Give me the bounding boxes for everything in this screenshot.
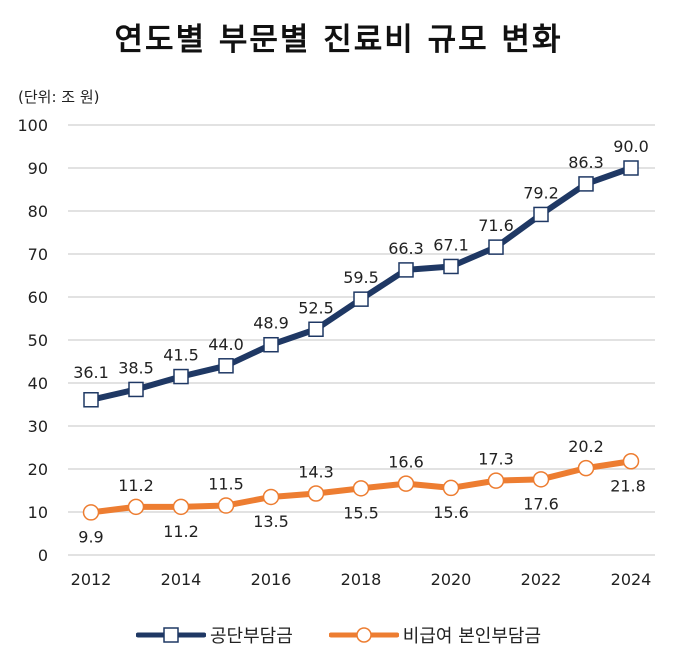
data-point-square	[128, 381, 144, 398]
x-tick-label: 2024	[611, 570, 652, 589]
data-point-circle	[217, 497, 235, 514]
legend: 공단부담금 비급여 본인부담금	[0, 622, 677, 648]
y-tick-label: 10	[28, 503, 48, 522]
data-label: 36.1	[73, 363, 109, 382]
y-tick-label: 90	[28, 159, 48, 178]
x-tick-label: 2012	[71, 570, 112, 589]
data-point-circle	[262, 488, 280, 506]
data-point-circle	[352, 480, 370, 497]
data-point-circle	[82, 504, 100, 521]
data-label: 11.2	[118, 476, 154, 495]
data-label: 11.2	[163, 522, 199, 541]
data-point-square	[578, 176, 594, 192]
data-label: 9.9	[78, 527, 103, 546]
data-point-square	[353, 291, 369, 307]
legend-marker-circle-icon	[328, 627, 399, 643]
data-label: 67.1	[433, 235, 469, 254]
data-point-square	[443, 258, 459, 275]
data-label: 14.3	[298, 463, 334, 482]
data-point-square	[533, 206, 549, 223]
data-point-circle	[127, 498, 145, 516]
data-point-circle	[172, 498, 190, 516]
y-tick-label: 30	[28, 417, 48, 436]
legend-label: 공단부담금	[209, 626, 293, 647]
y-tick-label: 40	[28, 374, 48, 393]
y-tick-label: 70	[28, 245, 48, 264]
data-point-circle	[622, 453, 640, 470]
data-label: 38.5	[118, 358, 154, 377]
chart-title: 연도별 부문별 진료비 규모 변화	[114, 22, 563, 58]
x-tick-label: 2022	[521, 570, 562, 589]
y-tick-label: 0	[38, 546, 48, 565]
legend-item-series-0: 공단부담금	[135, 622, 293, 648]
data-label: 20.2	[568, 437, 604, 456]
data-point-circle	[487, 472, 505, 489]
data-point-square	[488, 239, 504, 255]
x-tick-label: 2018	[341, 570, 382, 589]
data-label: 71.6	[478, 216, 514, 235]
data-point-circle	[307, 485, 325, 502]
data-point-circle	[397, 475, 415, 492]
data-label: 44.0	[208, 335, 244, 354]
legend-item-series-1: 비급여 본인부담금	[328, 622, 541, 648]
data-point-square	[263, 336, 279, 353]
data-point-circle	[442, 479, 460, 497]
x-tick-label: 2016	[251, 570, 292, 589]
data-point-circle	[532, 471, 550, 488]
data-label: 17.3	[478, 450, 514, 469]
data-label: 16.6	[388, 453, 424, 472]
data-point-square	[623, 160, 639, 176]
data-point-square	[308, 321, 324, 337]
legend-label: 비급여 본인부담금	[402, 626, 541, 647]
y-tick-label: 80	[28, 202, 48, 221]
data-point-square	[398, 262, 414, 278]
y-tick-label: 50	[28, 331, 48, 350]
unit-label: (단위: 조 원)	[18, 88, 100, 106]
data-point-square	[218, 358, 234, 374]
data-label: 11.5	[208, 475, 244, 494]
y-tick-label: 20	[28, 460, 48, 479]
y-tick-label: 100	[17, 116, 48, 135]
data-label: 21.8	[610, 476, 646, 495]
data-label: 90.0	[613, 137, 649, 156]
data-label: 79.2	[523, 183, 559, 202]
data-point-circle	[577, 459, 595, 477]
data-label: 48.9	[253, 314, 289, 333]
data-label: 17.6	[523, 494, 559, 513]
data-label: 52.5	[298, 298, 334, 317]
data-point-square	[83, 392, 99, 408]
data-label: 86.3	[568, 153, 604, 172]
y-tick-label: 60	[28, 288, 48, 307]
data-label: 15.6	[433, 503, 469, 522]
x-tick-label: 2020	[431, 570, 472, 589]
legend-marker-square-icon	[135, 627, 206, 643]
data-label: 41.5	[163, 346, 199, 365]
x-tick-label: 2014	[161, 570, 202, 589]
data-point-square	[173, 368, 189, 385]
data-label: 59.5	[343, 268, 379, 287]
line-chart: 0 10 20 30 40 50 60 70 80 90 100 2012 2014 2016 2018 20…	[17, 116, 655, 589]
data-label: 13.5	[253, 512, 289, 531]
data-label: 66.3	[388, 239, 424, 258]
data-label: 15.5	[343, 503, 379, 522]
